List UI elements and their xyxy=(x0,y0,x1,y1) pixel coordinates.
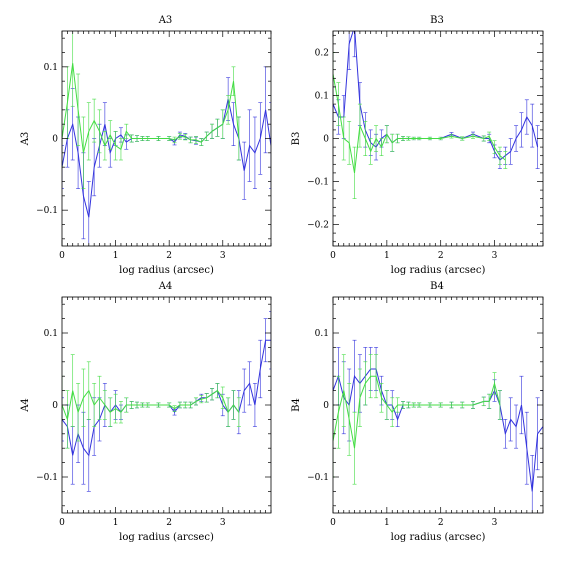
series-line xyxy=(333,31,539,161)
panel-b3: 0 1 2 3 −0.2 −0.1 0 0.1 0.2 B3 log radius (arcsec)… xyxy=(291,15,544,276)
x-axis-label: log radius (arcsec) xyxy=(391,532,486,543)
y-tick-label: −0.1 xyxy=(307,178,329,188)
y-tick-label: 0 xyxy=(323,135,329,145)
y-axis-label: B4 xyxy=(291,398,302,412)
series-group xyxy=(333,31,540,199)
y-tick-label: −0.1 xyxy=(307,473,329,483)
panel-a3: 0 1 2 3 −0.1 0 0.1 A3 log radius (arcsec) A3 xyxy=(20,15,272,276)
y-tick-label: 0.1 xyxy=(44,63,58,73)
y-tick-label: 0 xyxy=(52,135,58,145)
panel-title: A3 xyxy=(158,15,173,26)
y-tick-label: 0 xyxy=(52,401,58,411)
x-tick-label: 0 xyxy=(59,518,65,528)
series-group xyxy=(62,311,271,492)
panel-a4: 0 1 2 3 −0.1 0 0.1 A4 log radius (arcsec) A4 xyxy=(20,281,272,543)
series-line xyxy=(333,375,501,449)
x-tick-label: 3 xyxy=(220,518,226,528)
x-axis-label: log radius (arcsec) xyxy=(119,532,214,543)
y-tick-label: −0.1 xyxy=(36,206,58,216)
x-tick-label: 1 xyxy=(384,251,390,261)
x-tick-label: 3 xyxy=(492,251,498,261)
x-tick-label: 1 xyxy=(384,518,390,528)
panel-title: B4 xyxy=(430,281,444,292)
y-tick-label: 0.1 xyxy=(315,329,329,339)
series-line xyxy=(62,389,240,422)
y-tick-label: 0.1 xyxy=(44,329,58,339)
series-line xyxy=(62,98,271,218)
panel-title: A4 xyxy=(158,281,173,292)
y-axis-label: B3 xyxy=(291,132,302,146)
x-tick-label: 1 xyxy=(113,251,119,261)
series-line xyxy=(62,63,240,153)
y-axis-label: A4 xyxy=(20,398,31,413)
x-tick-label: 3 xyxy=(220,251,226,261)
y-tick-label: 0 xyxy=(323,401,329,411)
series-group xyxy=(62,31,271,246)
y-tick-label: 0.1 xyxy=(315,92,329,102)
series-line xyxy=(333,368,543,492)
x-tick-label: 0 xyxy=(330,518,336,528)
x-tick-label: 1 xyxy=(113,518,119,528)
x-axis-label: log radius (arcsec) xyxy=(391,265,486,276)
x-tick-label: 0 xyxy=(59,251,65,261)
panel-b4: 0 1 2 3 −0.1 0 0.1 B4 log radius (arcsec) B4 xyxy=(291,281,544,543)
x-tick-label: 3 xyxy=(492,518,498,528)
x-axis-label: log radius (arcsec) xyxy=(119,265,214,276)
x-tick-label: 2 xyxy=(438,518,444,528)
x-tick-label: 0 xyxy=(330,251,336,261)
y-tick-label: 0.2 xyxy=(315,49,329,59)
y-tick-label: −0.1 xyxy=(36,473,58,483)
series-group xyxy=(333,339,543,513)
x-tick-label: 2 xyxy=(166,251,172,261)
x-tick-label: 2 xyxy=(438,251,444,261)
y-axis-label: A3 xyxy=(20,132,31,147)
y-tick-label: −0.2 xyxy=(307,221,329,231)
panel-title: B3 xyxy=(430,15,444,26)
x-tick-label: 2 xyxy=(166,518,172,528)
